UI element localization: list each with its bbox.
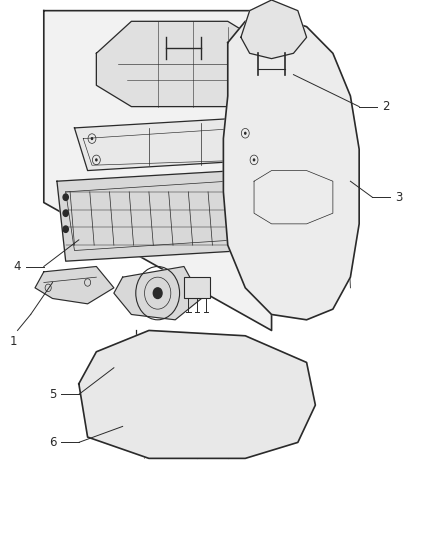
Circle shape [244, 132, 247, 135]
Circle shape [95, 158, 98, 161]
Polygon shape [241, 0, 307, 59]
Text: 5: 5 [49, 388, 56, 401]
Polygon shape [114, 266, 201, 320]
Circle shape [63, 194, 68, 200]
Text: 1: 1 [9, 335, 17, 348]
Circle shape [63, 210, 68, 216]
Polygon shape [223, 16, 359, 320]
Circle shape [63, 226, 68, 232]
Bar [184, 277, 210, 298]
Text: 6: 6 [49, 436, 57, 449]
Text: 2: 2 [381, 100, 389, 113]
Text: 3: 3 [395, 191, 402, 204]
Circle shape [253, 158, 255, 161]
Polygon shape [35, 266, 114, 304]
Polygon shape [79, 330, 315, 458]
Polygon shape [57, 171, 245, 261]
Text: 4: 4 [14, 260, 21, 273]
Polygon shape [74, 117, 263, 171]
Circle shape [153, 288, 162, 298]
Circle shape [91, 137, 93, 140]
Polygon shape [44, 11, 272, 330]
Polygon shape [96, 21, 263, 107]
